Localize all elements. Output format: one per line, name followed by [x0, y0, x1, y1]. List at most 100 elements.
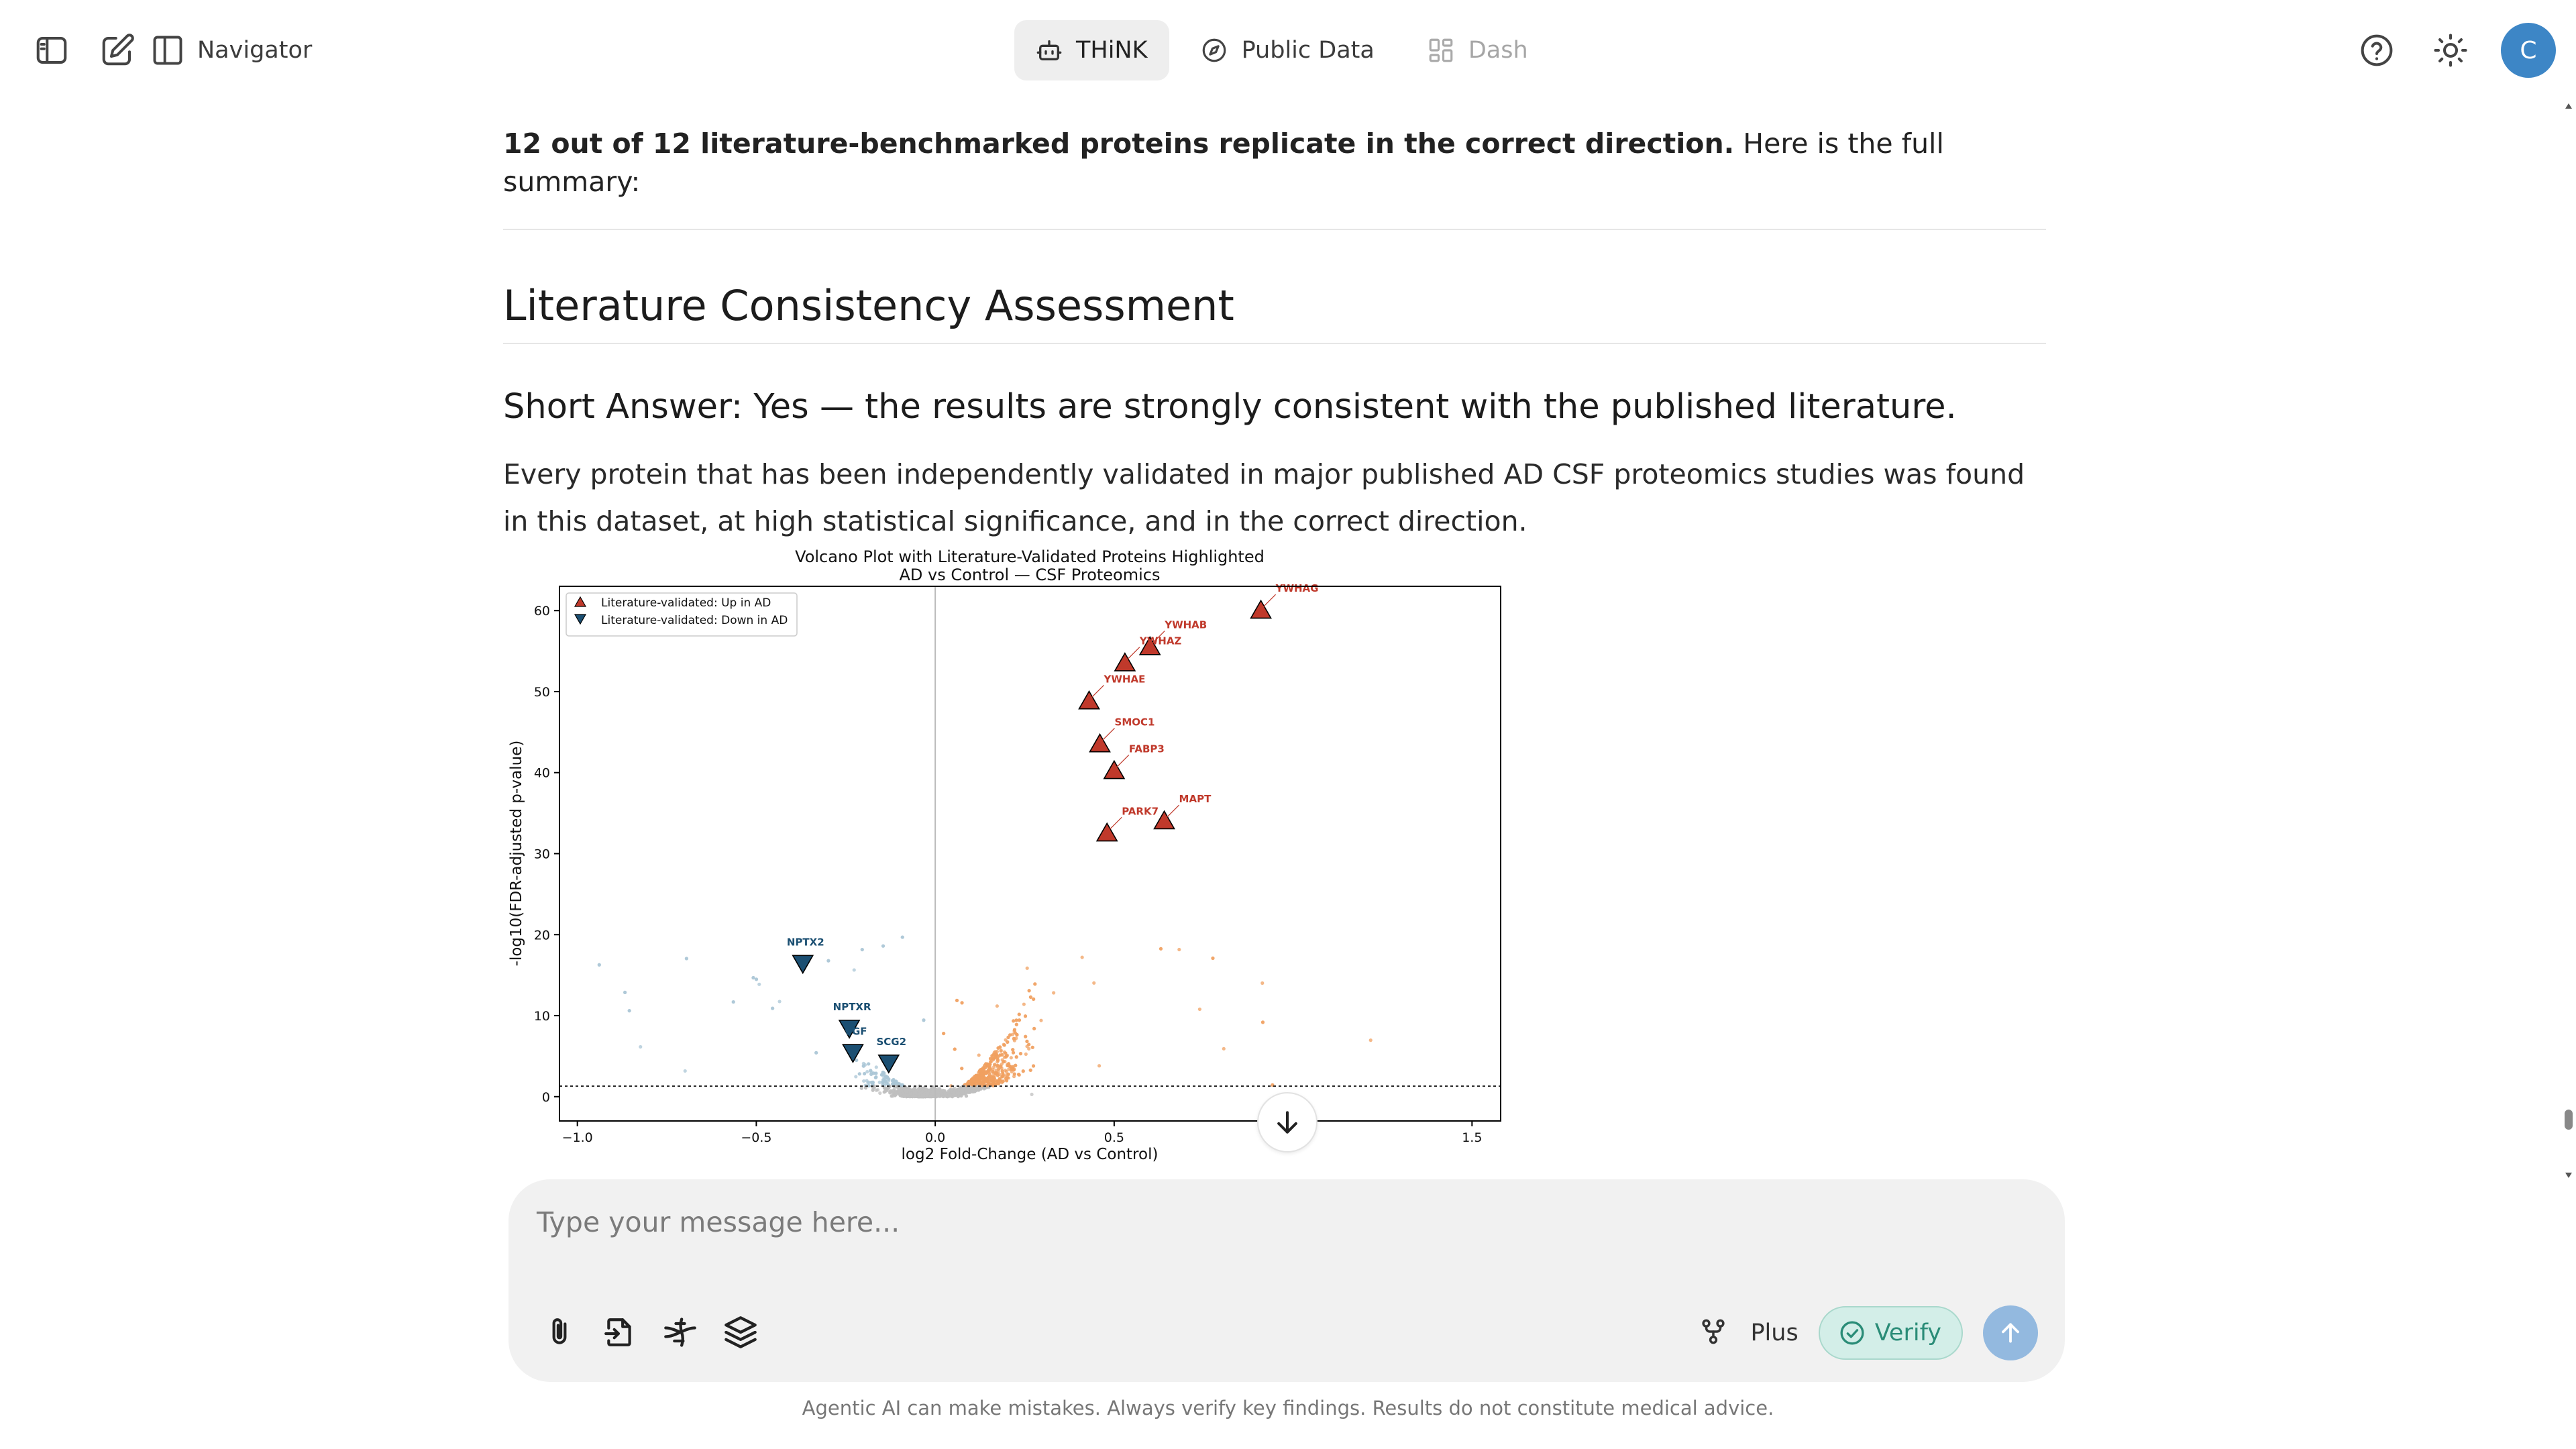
layers-button[interactable] — [716, 1308, 765, 1356]
send-button[interactable] — [1983, 1305, 2038, 1360]
tab-public-data[interactable]: Public Data — [1179, 20, 1396, 80]
data-point — [922, 1093, 926, 1097]
data-point — [1159, 947, 1163, 951]
marker-smoc1 — [1089, 733, 1111, 753]
highlighted-markers: YWHAG YWHAB YWHAZ YWHAE SMOC1 FABP3 MAPT PARK7 N… — [787, 582, 1319, 1074]
tab-think[interactable]: THiNK — [1014, 20, 1169, 80]
tab-dash[interactable]: Dash — [1405, 20, 1550, 80]
data-point — [857, 1072, 861, 1076]
x-tick-label: −0.5 — [741, 1130, 771, 1145]
data-point — [999, 1065, 1003, 1069]
x-tick-label: −1.0 — [562, 1130, 593, 1145]
data-point — [972, 1077, 976, 1081]
data-point — [899, 1086, 904, 1090]
attach-file-button[interactable] — [535, 1308, 584, 1356]
top-bar: Navigator THiNK Public Data Dash — [0, 0, 2576, 101]
tab-think-label: THiNK — [1076, 37, 1148, 64]
data-point — [1368, 1038, 1373, 1042]
plus-toggle[interactable]: Plus — [1750, 1320, 1799, 1346]
label-fabp3: FABP3 — [1129, 743, 1165, 755]
help-icon — [2361, 34, 2393, 66]
data-point — [970, 1082, 974, 1086]
theme-toggle-button[interactable] — [2426, 25, 2475, 75]
disclaimer-text: Agentic AI can make mistakes. Always ver… — [802, 1397, 1774, 1419]
data-point — [914, 1091, 918, 1095]
data-point — [1027, 1046, 1031, 1051]
data-point — [967, 1089, 971, 1093]
sidebar-toggle-button[interactable] — [27, 25, 76, 75]
composer-tools — [535, 1308, 777, 1356]
data-point — [862, 1079, 866, 1083]
data-point — [684, 957, 689, 961]
data-point — [1092, 981, 1096, 985]
sun-icon — [2434, 34, 2467, 67]
arrow-up-icon — [2002, 1323, 2019, 1343]
data-point — [852, 968, 856, 972]
label-vgf: VGF — [844, 1025, 867, 1037]
message-composer: Type your message here... — [508, 1179, 2065, 1382]
new-chat-button[interactable] — [93, 25, 142, 75]
verify-toggle[interactable]: Verify — [1818, 1306, 1963, 1360]
top-bar-right: C — [2352, 23, 2556, 78]
data-point — [995, 1004, 999, 1008]
data-point — [1024, 1052, 1028, 1057]
data-point — [731, 1000, 735, 1004]
marker-ywhab — [1138, 635, 1161, 655]
message-input[interactable]: Type your message here... — [537, 1206, 900, 1238]
label-ywhag: YWHAG — [1275, 582, 1319, 594]
data-point — [990, 1082, 994, 1086]
marker-leader — [1167, 804, 1179, 818]
data-point — [906, 1093, 910, 1097]
edit-icon — [102, 34, 134, 66]
dna-icon — [664, 1318, 696, 1347]
data-point — [899, 1089, 904, 1093]
navigator-button[interactable]: Navigator — [150, 25, 312, 75]
import-button[interactable] — [596, 1308, 644, 1356]
data-point — [1260, 981, 1265, 985]
file-import-icon — [604, 1318, 631, 1346]
data-point — [936, 1094, 941, 1098]
chart-subtitle: AD vs Control — CSF Proteomics — [900, 566, 1161, 584]
y-tick-label: 10 — [534, 1009, 550, 1024]
tools-button[interactable] — [656, 1308, 704, 1356]
data-point — [1211, 956, 1215, 960]
data-point — [1260, 1020, 1265, 1024]
data-point — [1014, 1018, 1018, 1022]
data-point — [1012, 1036, 1016, 1040]
data-point — [861, 1064, 865, 1068]
data-point — [964, 1089, 968, 1093]
marker-ywhag — [1250, 599, 1272, 619]
scroll-to-bottom-button[interactable] — [1257, 1092, 1318, 1152]
data-point — [1023, 1014, 1028, 1018]
model-selector-button[interactable] — [1699, 1318, 1727, 1348]
data-point — [1222, 1046, 1226, 1051]
data-point — [953, 1047, 957, 1051]
help-button[interactable] — [2352, 25, 2402, 75]
data-point — [904, 1090, 908, 1094]
data-point — [1011, 1065, 1015, 1069]
top-bar-left: Navigator — [27, 25, 312, 75]
tab-public-data-label: Public Data — [1241, 37, 1375, 64]
section-divider — [503, 342, 2046, 344]
label-nptxr: NPTXR — [833, 1001, 871, 1013]
user-avatar[interactable]: C — [2501, 23, 2556, 78]
data-point — [861, 1061, 865, 1065]
x-axis-label: log2 Fold-Change (AD vs Control) — [902, 1146, 1159, 1163]
label-smoc1: SMOC1 — [1115, 716, 1155, 728]
data-point — [867, 1080, 871, 1084]
data-point — [862, 1071, 867, 1076]
body-paragraph: Every protein that has been independentl… — [503, 458, 2025, 537]
data-point — [942, 1031, 946, 1036]
data-point — [869, 1080, 873, 1085]
y-tick-label: 20 — [534, 928, 550, 943]
data-point — [623, 990, 627, 994]
paperclip-icon — [552, 1318, 567, 1344]
marker-leader — [1109, 816, 1122, 830]
data-point — [943, 1091, 947, 1095]
data-point — [863, 1086, 868, 1090]
data-point — [996, 1058, 1000, 1062]
data-point — [993, 1063, 997, 1067]
legend-down-marker — [574, 614, 587, 625]
vertical-scrollbar[interactable] — [2561, 101, 2576, 1181]
panel-icon — [153, 36, 182, 65]
